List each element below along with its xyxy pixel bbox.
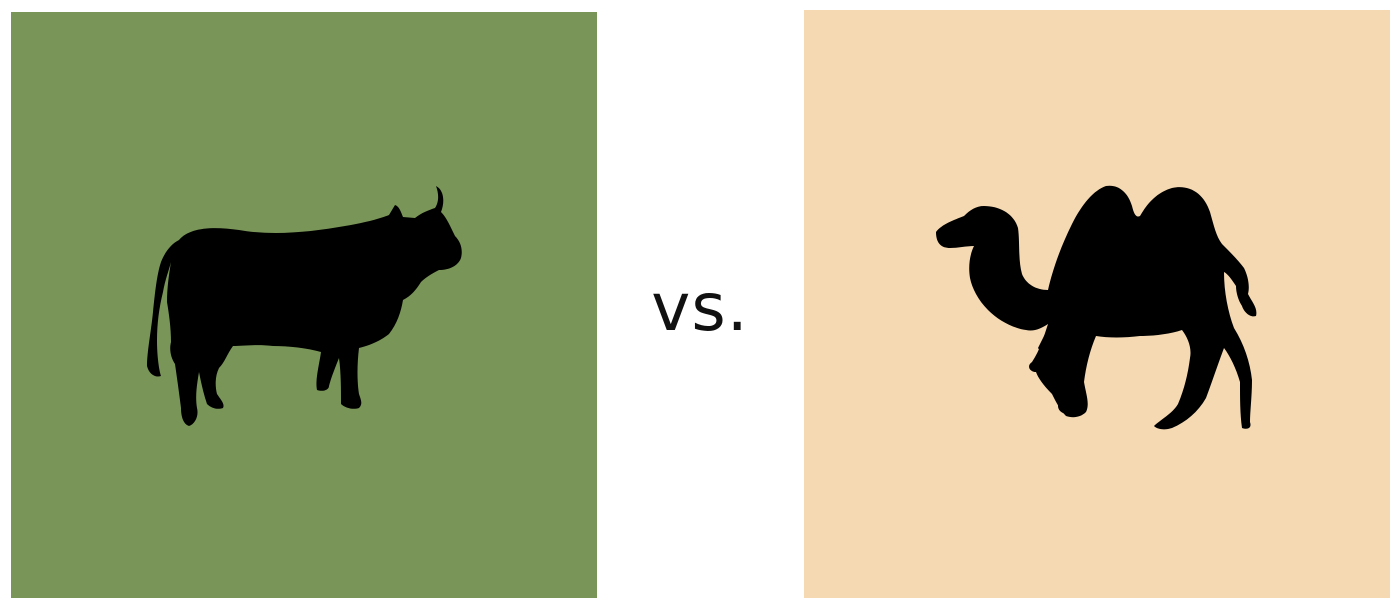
right-panel-graphic	[804, 10, 1390, 598]
cow-icon	[147, 186, 462, 426]
vs-label: vs.	[651, 269, 749, 346]
right-panel	[804, 10, 1390, 598]
left-panel-graphic	[11, 12, 597, 598]
left-panel	[11, 12, 597, 598]
bactrian-camel-icon	[936, 185, 1257, 430]
